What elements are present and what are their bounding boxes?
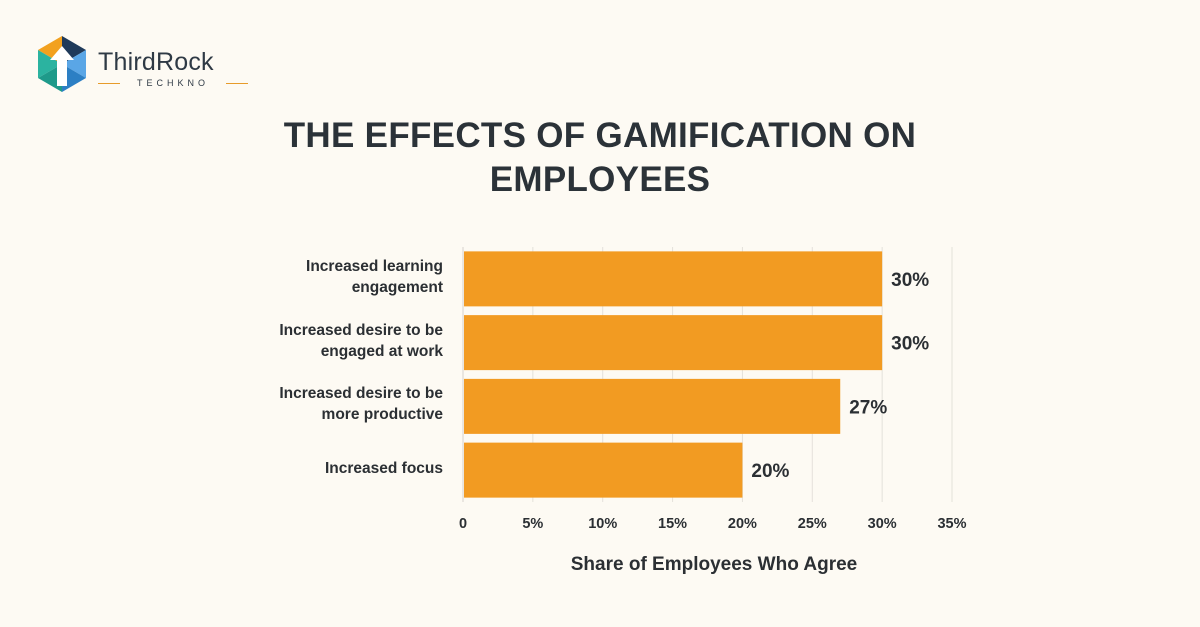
x-tick-label: 30% — [868, 516, 897, 532]
category-label: Increased focus — [200, 458, 443, 479]
chart-title-line: THE EFFECTS OF GAMIFICATION ON — [283, 116, 917, 155]
category-label: Increased desire to be more productive — [200, 383, 443, 425]
x-tick-label: 0 — [459, 516, 467, 532]
data-label: 30% — [891, 270, 929, 291]
data-label: 27% — [849, 397, 887, 418]
brand-logo: ThirdRock TECHKNO — [34, 34, 248, 94]
data-label: 20% — [751, 461, 789, 482]
category-label-line: more productive — [321, 406, 443, 424]
category-label: Increased desire to be engaged at work — [200, 320, 443, 362]
category-label-line: Increased desire to be — [279, 385, 443, 403]
x-tick-label: 5% — [522, 516, 543, 532]
category-label-line: engaged at work — [320, 342, 443, 360]
category-label-line: Increased focus — [324, 459, 443, 477]
x-axis-label: Share of Employees Who Agree — [570, 554, 858, 575]
thirdrock-logo-icon — [38, 36, 86, 92]
chart-title: THE EFFECTS OF GAMIFICATION ON EMPLOYEES — [200, 114, 1000, 202]
category-label: Increased learning engagement — [200, 256, 443, 298]
x-tick-label: 35% — [937, 516, 966, 532]
category-label-line: engagement — [351, 278, 443, 296]
brand-name: ThirdRock — [98, 48, 214, 76]
x-tick-label: 25% — [798, 516, 827, 532]
bar — [464, 315, 883, 371]
x-tick-label: 15% — [658, 516, 687, 532]
bar — [464, 251, 883, 307]
x-tick-label: 20% — [728, 516, 757, 532]
x-tick-label: 10% — [588, 516, 617, 532]
brand-tagline: TECHKNO — [98, 78, 248, 88]
data-label: 30% — [891, 334, 929, 355]
bar — [464, 378, 841, 434]
chart-title-line: EMPLOYEES — [489, 160, 711, 199]
bar — [464, 442, 743, 498]
category-label-line: Increased learning — [306, 257, 443, 275]
category-label-line: Increased desire to be — [279, 321, 443, 339]
